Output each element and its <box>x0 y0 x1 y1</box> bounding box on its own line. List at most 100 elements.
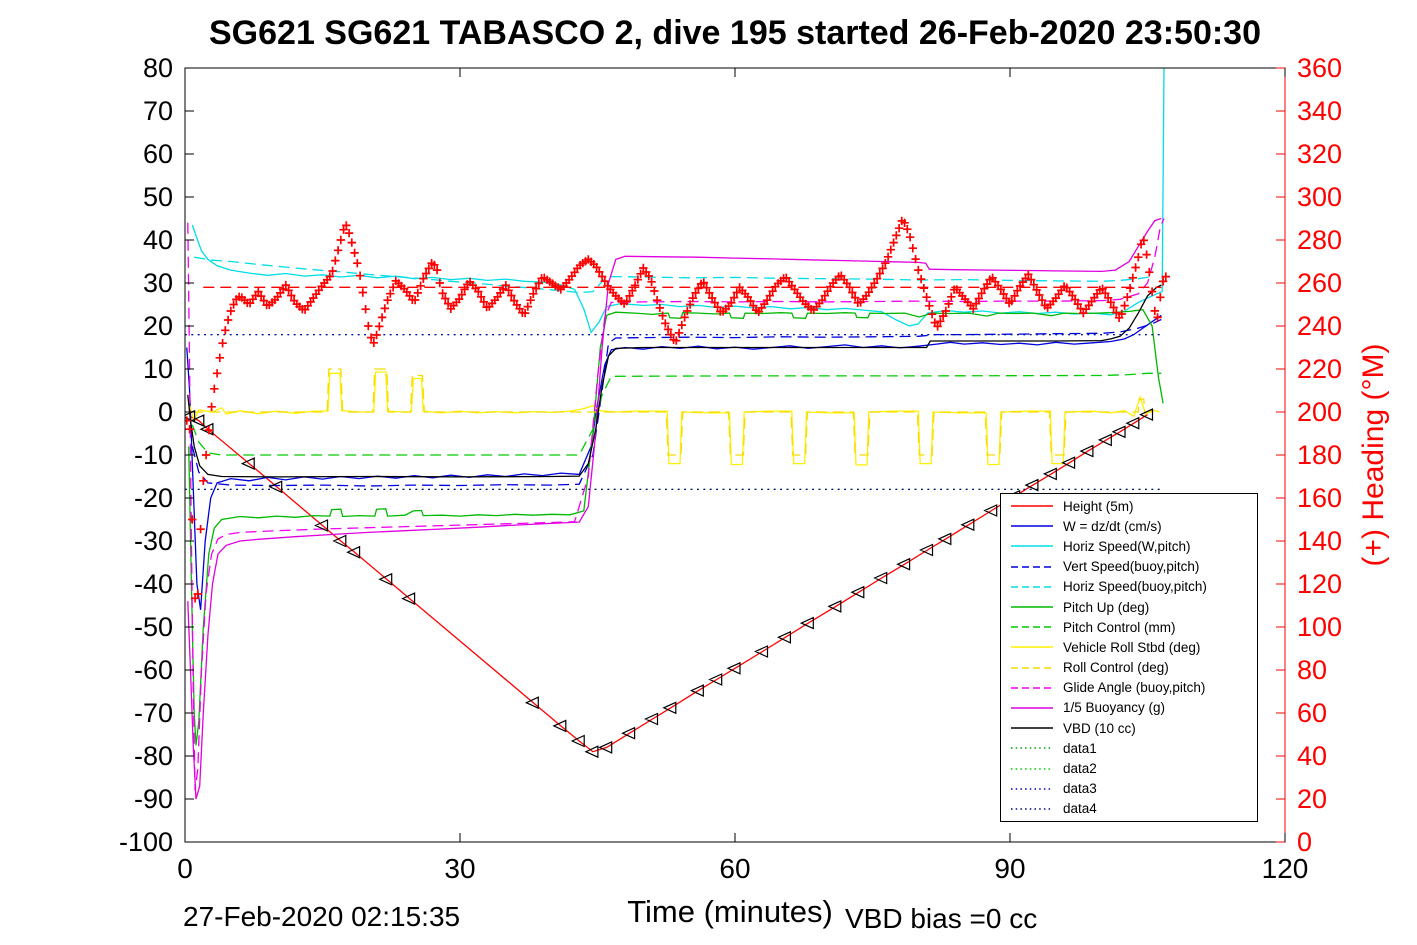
series-glide-angle-buoy-pitch <box>187 218 1165 791</box>
legend-line-sample <box>1011 808 1053 810</box>
series-height-5m <box>189 414 1148 753</box>
legend-line-sample <box>1011 747 1053 750</box>
legend-item-data4: data4 <box>1001 800 1257 818</box>
y-tick-label-right: 200 <box>1297 397 1342 427</box>
y-tick-label-left: -100 <box>119 827 173 857</box>
series-layer <box>185 68 1170 800</box>
x-tick-label: 120 <box>1262 853 1309 884</box>
legend-label: Horiz Speed(W,pitch) <box>1063 538 1191 554</box>
axes: -100-90-80-70-60-50-40-30-20-10010203040… <box>119 53 1342 884</box>
legend-label: Roll Control (deg) <box>1063 660 1169 676</box>
legend-label: data2 <box>1063 761 1097 777</box>
legend-item-data3: data3 <box>1001 780 1257 798</box>
y-tick-label-left: 80 <box>143 53 173 83</box>
series-pitch-control-mm <box>191 372 1162 456</box>
y-axis-left: -100-90-80-70-60-50-40-30-20-10010203040… <box>119 53 194 857</box>
legend-item-pitch-up-deg: Pitch Up (deg) <box>1001 598 1257 616</box>
y-tick-label-right: 300 <box>1297 182 1342 212</box>
y-tick-label-left: 20 <box>143 311 173 341</box>
y-tick-label-right: 320 <box>1297 139 1342 169</box>
series-horiz-speed-buoy-pitch <box>194 256 1153 294</box>
y-tick-label-right: 340 <box>1297 96 1342 126</box>
y-tick-label-left: -10 <box>134 440 173 470</box>
series-pitch-up-deg <box>188 309 1164 746</box>
series-roll-control-deg <box>192 368 1160 456</box>
legend-line-sample <box>1011 686 1053 689</box>
legend-label: Vert Speed(buoy,pitch) <box>1063 559 1200 575</box>
x-axis-label: Time (minutes) <box>627 894 833 929</box>
legend-item-data1: data1 <box>1001 739 1257 757</box>
markers-height-5m <box>185 408 1154 759</box>
chart-title: SG621 SG621 TABASCO 2, dive 195 started … <box>209 14 1261 52</box>
y-tick-label-left: 40 <box>143 225 173 255</box>
y-tick-label-left: -70 <box>134 698 173 728</box>
legend-item-roll-control-deg: Roll Control (deg) <box>1001 659 1257 677</box>
legend-label: VBD (10 cc) <box>1063 720 1136 736</box>
y-tick-label-right: 140 <box>1297 526 1342 556</box>
y-tick-label-left: 50 <box>143 182 173 212</box>
y-tick-label-left: -20 <box>134 483 173 513</box>
y-tick-label-left: 30 <box>143 268 173 298</box>
x-tick-label: 30 <box>444 853 475 884</box>
y-tick-label-right: 220 <box>1297 354 1342 384</box>
legend-label: Horiz Speed(buoy,pitch) <box>1063 579 1207 595</box>
y-tick-label-left: -50 <box>134 612 173 642</box>
legend-item-horiz-speed-w-pitch: Horiz Speed(W,pitch) <box>1001 537 1257 555</box>
y-tick-label-right: 260 <box>1297 268 1342 298</box>
y-tick-label-left: -60 <box>134 655 173 685</box>
y-tick-label-right: 180 <box>1297 440 1342 470</box>
x-tick-label: 90 <box>994 853 1025 884</box>
legend-line-sample <box>1011 505 1053 507</box>
legend-line-sample <box>1011 525 1053 528</box>
legend-label: Vehicle Roll Stbd (deg) <box>1063 639 1201 655</box>
y-tick-label-left: 10 <box>143 354 173 384</box>
legend-item-vbd-10-cc: VBD (10 cc) <box>1001 719 1257 737</box>
y-tick-label-left: -30 <box>134 526 173 556</box>
y-tick-label-right: 240 <box>1297 311 1342 341</box>
series-horiz-speed-w-pitch <box>191 68 1165 334</box>
legend-item-1-5-buoyancy-g: 1/5 Buoyancy (g) <box>1001 699 1257 717</box>
series-vehicle-roll-stbd-deg <box>188 371 1160 466</box>
legend-item-vehicle-roll-stbd-deg: Vehicle Roll Stbd (deg) <box>1001 638 1257 656</box>
series-vbd-10-cc <box>187 284 1162 478</box>
y-axis-right: 0 20 40 60 80 100 120 140 160 180 200 220 240 260 280 3… <box>1276 53 1342 857</box>
y-tick-label-right: 40 <box>1297 741 1327 771</box>
y-tick-label-right: 20 <box>1297 784 1327 814</box>
markers-heading-m <box>185 216 1170 603</box>
y-tick-label-left: -80 <box>134 741 173 771</box>
legend-item-height-5m: Height (5m) <box>1001 497 1257 515</box>
legend-line-sample <box>1011 787 1053 790</box>
legend-label: 1/5 Buoyancy (g) <box>1063 700 1166 716</box>
legend-line-sample <box>1011 565 1053 568</box>
legend-label: Glide Angle (buoy,pitch) <box>1063 680 1206 696</box>
series-vert-speed-buoy-pitch <box>191 318 1162 487</box>
y-tick-label-left: 0 <box>158 397 173 427</box>
x-axis: 0 30 60 90 120 <box>177 68 1308 884</box>
legend-line-sample <box>1011 626 1053 629</box>
legend-label: data4 <box>1063 801 1097 817</box>
legend-label: data3 <box>1063 781 1097 797</box>
legend-item-data2: data2 <box>1001 760 1257 778</box>
legend-label: Height (5m) <box>1063 498 1134 514</box>
y-tick-label-right: 60 <box>1297 698 1327 728</box>
legend-line-sample <box>1011 586 1053 588</box>
legend-label: Pitch Up (deg) <box>1063 599 1150 615</box>
y-tick-label-right: 0 <box>1297 827 1312 857</box>
y-tick-label-left: -90 <box>134 784 173 814</box>
legend-item-horiz-speed-buoy-pitch: Horiz Speed(buoy,pitch) <box>1001 578 1257 596</box>
plot-start-timestamp: 27-Feb-2020 02:15:35 <box>183 901 461 932</box>
legend-line-sample <box>1011 727 1053 729</box>
y-tick-label-left: -40 <box>134 569 173 599</box>
legend-line-sample <box>1011 707 1053 709</box>
legend-label: data1 <box>1063 740 1097 756</box>
legend-item-w-dz-dt-cm-s: W = dz/dt (cm/s) <box>1001 517 1257 535</box>
legend-item-vert-speed-buoy-pitch: Vert Speed(buoy,pitch) <box>1001 558 1257 576</box>
legend-line-sample <box>1011 666 1053 669</box>
y-tick-label-right: 120 <box>1297 569 1342 599</box>
legend-line-sample <box>1011 767 1053 770</box>
legend-line-sample <box>1011 646 1053 649</box>
legend-line-sample <box>1011 606 1053 608</box>
x-tick-label: 60 <box>719 853 750 884</box>
